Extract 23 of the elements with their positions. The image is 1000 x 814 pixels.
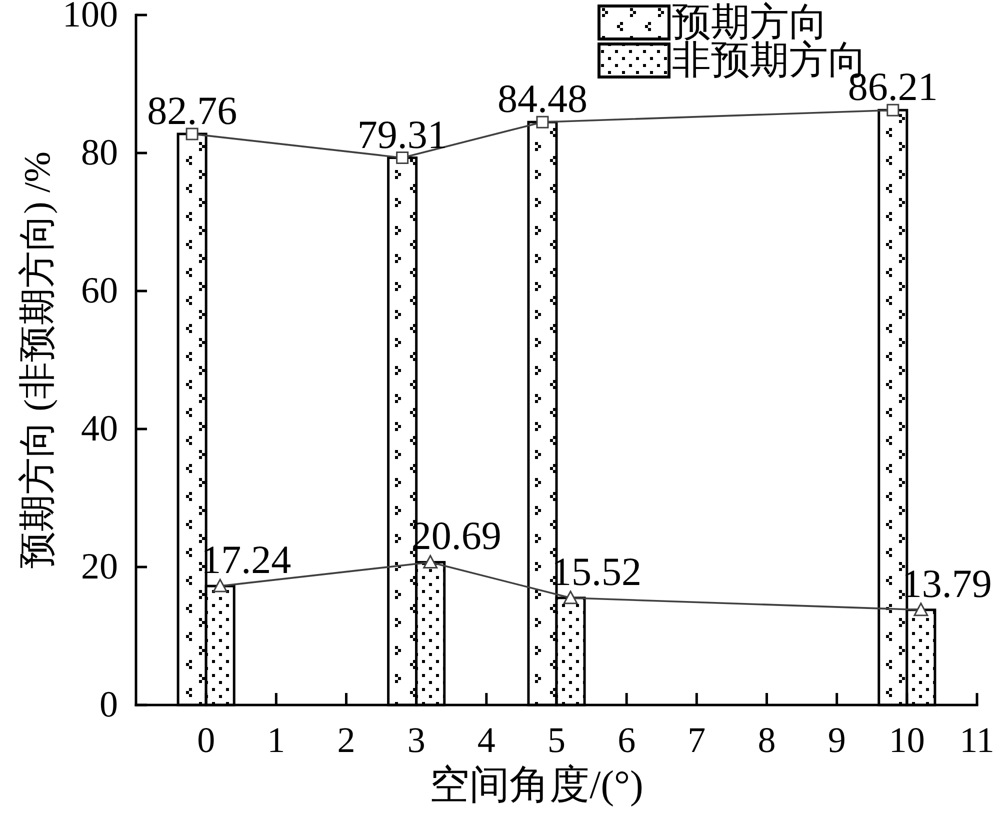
y-tick-label: 100 <box>62 0 118 36</box>
data-label: 79.31 <box>357 112 448 157</box>
data-label: 82.76 <box>147 88 238 133</box>
data-label: 84.48 <box>497 76 588 122</box>
x-tick-label: 9 <box>828 720 846 760</box>
x-tick-label: 1 <box>267 720 286 760</box>
x-tick-label: 4 <box>477 720 496 760</box>
x-tick-label: 2 <box>337 720 356 760</box>
x-tick-label: 5 <box>548 720 566 760</box>
y-tick-label: 80 <box>81 132 118 174</box>
x-tick-label: 10 <box>888 720 925 760</box>
x-tick-label: 8 <box>758 720 776 760</box>
y-tick-label: 0 <box>100 684 118 726</box>
y-tick-label: 20 <box>81 546 118 588</box>
x-tick-label: 3 <box>407 720 426 760</box>
x-tick-label: 7 <box>688 720 706 760</box>
y-tick-label: 40 <box>81 408 118 450</box>
y-axis-title: 预期方向 (非预期方向) /% <box>18 151 58 569</box>
x-tick-label: 11 <box>960 720 994 760</box>
y-tick-label: 60 <box>81 270 118 312</box>
x-tick-label: 6 <box>618 720 636 760</box>
x-axis-title: 空间角度/(°) <box>430 762 644 807</box>
x-tick-label: 0 <box>197 720 216 760</box>
